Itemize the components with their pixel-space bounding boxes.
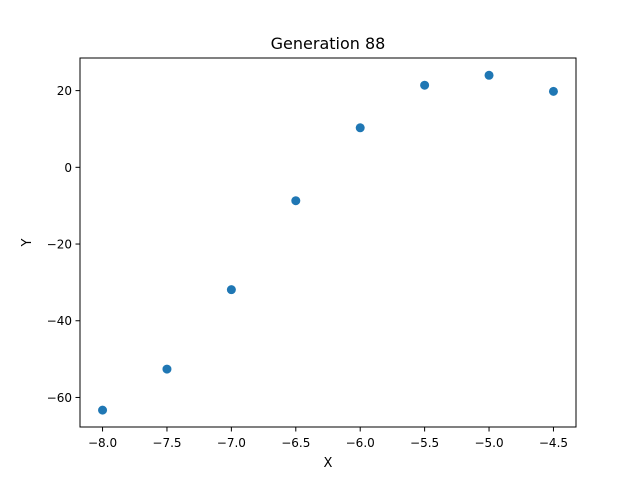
chart-title: Generation 88: [271, 34, 386, 53]
y-tick-label: −20: [47, 238, 72, 252]
y-tick-label: −40: [47, 314, 72, 328]
data-point: [355, 123, 365, 133]
data-point: [98, 405, 108, 415]
x-tick-label: −5.5: [410, 436, 439, 450]
data-point: [484, 70, 494, 80]
y-axis-label: Y: [20, 238, 35, 247]
x-tick-label: −5.0: [474, 436, 503, 450]
y-axis-ticks: −60 −40 −20 0 20: [47, 84, 80, 405]
data-point: [162, 364, 172, 374]
x-axis-label: X: [324, 456, 333, 471]
x-axis-ticks: −8.0 −7.5 −7.0 −6.5 −6.0 −5.5 −5.0 −4.5: [88, 427, 568, 450]
data-point: [291, 196, 301, 206]
data-point: [226, 285, 236, 295]
x-tick-label: −6.0: [346, 436, 375, 450]
y-tick-label: 20: [57, 84, 72, 98]
data-points: [98, 70, 558, 415]
y-tick-label: 0: [64, 161, 72, 175]
x-tick-label: −8.0: [88, 436, 117, 450]
plot-area: [79, 57, 577, 428]
data-point: [420, 80, 430, 90]
y-tick-label: −60: [47, 391, 72, 405]
axes-frame: [79, 57, 577, 428]
x-tick-label: −7.5: [152, 436, 181, 450]
x-tick-label: −7.0: [217, 436, 246, 450]
data-point: [548, 86, 558, 96]
x-tick-label: −6.5: [281, 436, 310, 450]
x-tick-label: −4.5: [539, 436, 568, 450]
